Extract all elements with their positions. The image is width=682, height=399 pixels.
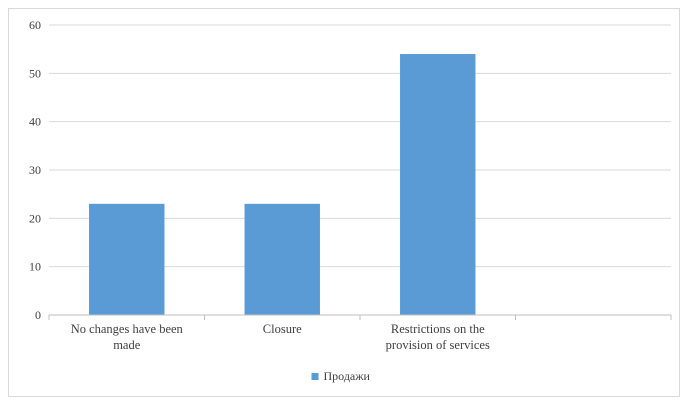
bar-chart: 0 10 20 30 40 50 60 No changes have been made Clo… bbox=[29, 18, 672, 383]
y-tick-label: 20 bbox=[29, 211, 41, 225]
y-tick-label: 10 bbox=[29, 260, 41, 274]
bar bbox=[244, 203, 320, 315]
x-category-label: No changes have been made bbox=[71, 322, 184, 352]
chart-frame: 0 10 20 30 40 50 60 No changes have been made Clo… bbox=[8, 8, 680, 397]
bar bbox=[400, 54, 476, 315]
y-tick-label: 0 bbox=[35, 308, 41, 322]
axis-labels: 0 10 20 30 40 50 60 No changes have been made Clo… bbox=[29, 18, 490, 352]
axes bbox=[48, 314, 672, 320]
legend: Продажи bbox=[311, 369, 371, 383]
y-tick-label: 60 bbox=[29, 18, 41, 32]
bar bbox=[89, 203, 165, 315]
y-tick-label: 30 bbox=[29, 163, 41, 177]
legend-label: Продажи bbox=[324, 369, 371, 383]
bars bbox=[89, 54, 476, 315]
y-tick-label: 40 bbox=[29, 115, 41, 129]
x-category-label: Closure bbox=[263, 322, 302, 336]
x-category-label: Restrictions on the provision of services bbox=[386, 322, 490, 352]
legend-swatch bbox=[311, 373, 319, 380]
y-tick-label: 50 bbox=[29, 66, 41, 80]
